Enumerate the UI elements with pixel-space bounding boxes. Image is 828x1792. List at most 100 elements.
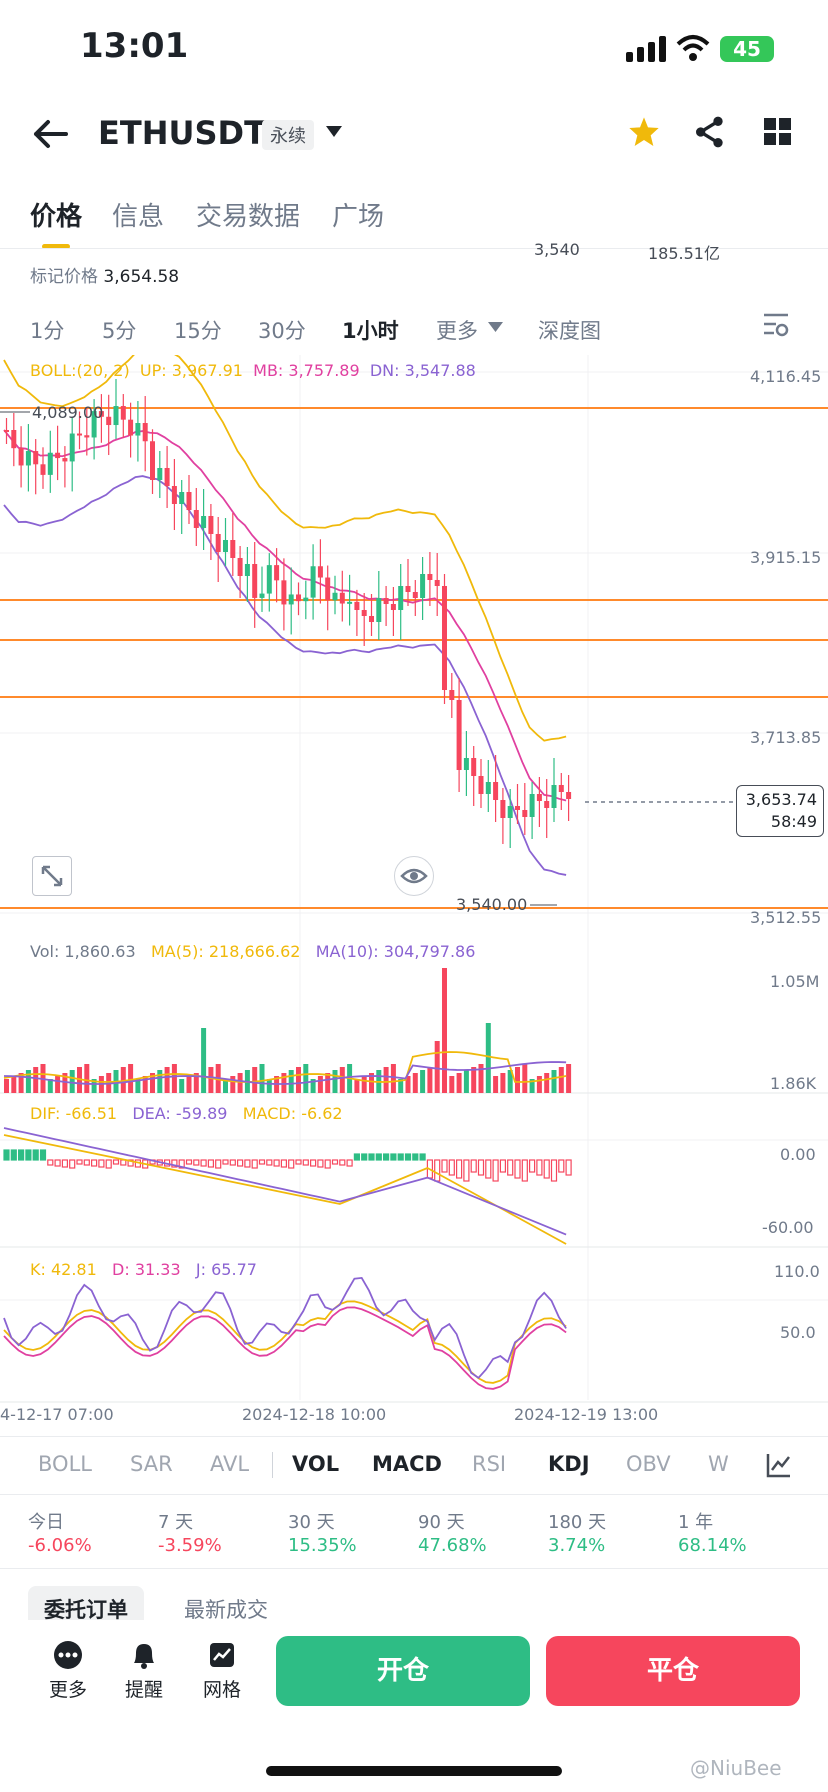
- candle-body: [325, 577, 331, 601]
- volume-bar: [420, 1070, 426, 1093]
- candle-body: [500, 800, 506, 818]
- alert-button[interactable]: 提醒: [114, 1640, 174, 1702]
- interval-more[interactable]: 更多: [436, 319, 478, 343]
- macd-histogram-bar: [112, 1159, 120, 1165]
- macd-histogram-bar: [98, 1159, 105, 1168]
- vol-value: Vol: 1,860.63: [30, 942, 136, 961]
- indicator-kdj[interactable]: KDJ: [548, 1452, 590, 1476]
- mark-price-label: 标记价格: [30, 267, 98, 287]
- boll-legend: BOLL:(20, 2) UP: 3,967.91 MB: 3,757.89 D…: [30, 361, 476, 380]
- indicator-settings-icon[interactable]: [766, 1452, 792, 1478]
- candle-body: [369, 616, 374, 622]
- macd-histogram-bar: [302, 1159, 309, 1166]
- macd-histogram-bar: [258, 1159, 266, 1165]
- volume-bar: [332, 1070, 338, 1093]
- perf-value: 47.68%: [418, 1535, 487, 1556]
- candle-body: [390, 604, 396, 610]
- indicator-boll[interactable]: BOLL: [38, 1452, 92, 1476]
- caret-down-icon[interactable]: [326, 126, 344, 138]
- indicator-sar[interactable]: SAR: [130, 1452, 173, 1476]
- macd-histogram-bar: [470, 1159, 477, 1173]
- grid-trading-icon: [210, 1643, 234, 1667]
- volume-bar: [252, 1067, 258, 1093]
- candle-body: [529, 794, 535, 817]
- indicator-avl[interactable]: AVL: [210, 1452, 250, 1476]
- macd-histogram-bar: [550, 1159, 558, 1182]
- status-time: 13:01: [80, 26, 189, 66]
- macd-histogram-bar: [448, 1159, 455, 1176]
- volume-bar: [442, 968, 447, 1093]
- indicator-obv[interactable]: OBV: [626, 1452, 671, 1476]
- candle-body: [515, 806, 520, 810]
- tab-latest-trades[interactable]: 最新成交: [184, 1598, 268, 1622]
- home-indicator: [266, 1766, 562, 1776]
- perf-value: -6.06%: [28, 1535, 92, 1556]
- volume-bar: [223, 1079, 228, 1093]
- interval-15m[interactable]: 15分: [174, 319, 222, 343]
- tab-price[interactable]: 价格: [30, 202, 83, 232]
- price-axis-label: 3,512.55: [750, 908, 822, 927]
- candle-body: [157, 468, 163, 480]
- kline-chart[interactable]: [0, 355, 828, 1415]
- candle-body: [427, 574, 433, 580]
- volume-bar: [11, 1076, 17, 1093]
- volume-bar: [164, 1067, 170, 1093]
- back-arrow-icon[interactable]: [30, 114, 70, 154]
- macd-panel: [3, 1127, 572, 1245]
- candle-body: [296, 594, 301, 602]
- partial-volume: 185.51亿: [648, 244, 720, 263]
- price-axis-label: 3,915.15: [750, 548, 822, 567]
- volume-bar: [478, 1064, 484, 1093]
- tab-square[interactable]: 广场: [332, 202, 385, 232]
- candle-body: [536, 794, 542, 801]
- eye-button[interactable]: [394, 856, 434, 896]
- interval-1h[interactable]: 1小时: [342, 319, 399, 343]
- indicator-vol[interactable]: VOL: [292, 1452, 340, 1476]
- interval-1m[interactable]: 1分: [30, 319, 65, 343]
- volume-bar: [266, 1079, 272, 1093]
- chart-settings-icon[interactable]: [762, 312, 790, 338]
- tab-info[interactable]: 信息: [112, 202, 165, 232]
- macd-histogram-bar: [280, 1159, 287, 1168]
- macd-histogram-bar: [514, 1159, 521, 1179]
- grid-menu-icon[interactable]: [764, 118, 792, 146]
- interval-5m[interactable]: 5分: [102, 319, 137, 343]
- star-icon[interactable]: [628, 116, 660, 148]
- more-caret-icon[interactable]: [488, 322, 504, 333]
- volume-bar: [55, 1076, 61, 1093]
- grid-trading-button[interactable]: 网格: [192, 1640, 252, 1702]
- expand-button[interactable]: [32, 856, 72, 896]
- symbol-title[interactable]: ETHUSDT: [98, 114, 266, 152]
- vol-ma5: MA(5): 218,666.62: [150, 942, 301, 961]
- macd-histogram-bar: [47, 1159, 54, 1166]
- candle-body: [252, 564, 258, 598]
- candle-body: [347, 601, 353, 604]
- share-icon[interactable]: [694, 116, 726, 148]
- indicator-rsi[interactable]: RSI: [472, 1452, 507, 1476]
- macd-histogram-bar: [397, 1153, 404, 1161]
- candle-body: [420, 574, 426, 598]
- candle-body: [150, 441, 155, 480]
- more-button[interactable]: 更多: [38, 1640, 98, 1702]
- candle-body: [135, 423, 141, 436]
- candle-body: [405, 586, 411, 592]
- macd-histogram-bar: [404, 1153, 412, 1161]
- macd-histogram-bar: [266, 1159, 273, 1166]
- indicator-w[interactable]: W: [708, 1452, 729, 1476]
- candle-body: [493, 782, 499, 800]
- candle-body: [69, 433, 75, 462]
- tab-trading-data[interactable]: 交易数据: [196, 202, 301, 232]
- macd-histogram-bar: [477, 1159, 485, 1176]
- divider: [0, 1494, 828, 1495]
- volume-bar: [493, 1076, 499, 1093]
- open-position-button[interactable]: 开仓: [276, 1636, 530, 1706]
- macd-histogram-bar: [383, 1153, 390, 1161]
- close-position-button[interactable]: 平仓: [546, 1636, 800, 1706]
- candle-body: [237, 558, 243, 576]
- macd-histogram-bar: [105, 1159, 112, 1169]
- indicator-macd[interactable]: MACD: [372, 1452, 442, 1476]
- interval-depth[interactable]: 深度图: [538, 319, 601, 343]
- interval-30m[interactable]: 30分: [258, 319, 306, 343]
- volume-bar: [303, 1064, 309, 1093]
- bell-icon: [134, 1644, 154, 1669]
